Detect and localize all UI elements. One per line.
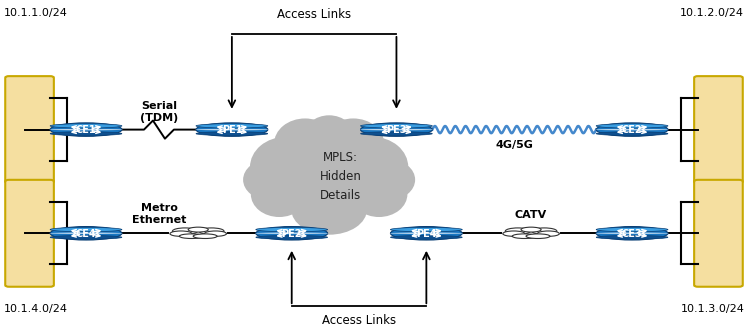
Text: Serial
(TDM): Serial (TDM): [140, 100, 179, 123]
Text: CE4: CE4: [76, 229, 96, 239]
Ellipse shape: [336, 137, 408, 197]
FancyBboxPatch shape: [5, 180, 54, 287]
Ellipse shape: [196, 132, 268, 135]
FancyBboxPatch shape: [694, 76, 743, 183]
Ellipse shape: [193, 234, 217, 238]
Ellipse shape: [596, 226, 668, 240]
Ellipse shape: [506, 228, 530, 234]
Text: PE1: PE1: [221, 125, 242, 135]
Text: CE3: CE3: [622, 229, 643, 239]
Ellipse shape: [390, 233, 463, 234]
Ellipse shape: [596, 236, 668, 239]
FancyBboxPatch shape: [5, 76, 54, 183]
Ellipse shape: [196, 124, 268, 128]
Ellipse shape: [195, 129, 269, 130]
Ellipse shape: [50, 124, 122, 128]
Ellipse shape: [304, 115, 355, 159]
Ellipse shape: [514, 229, 548, 238]
Ellipse shape: [196, 123, 268, 136]
Ellipse shape: [274, 119, 336, 169]
Text: Access Links: Access Links: [322, 314, 396, 324]
Ellipse shape: [595, 129, 669, 130]
Ellipse shape: [364, 159, 415, 200]
Text: PE3: PE3: [386, 125, 407, 135]
Ellipse shape: [521, 227, 541, 232]
Text: 10.1.3.0/24: 10.1.3.0/24: [681, 305, 744, 314]
Ellipse shape: [503, 231, 525, 236]
Ellipse shape: [256, 227, 328, 232]
Text: PE2: PE2: [281, 229, 302, 239]
Ellipse shape: [512, 234, 536, 238]
Ellipse shape: [256, 236, 328, 239]
Ellipse shape: [50, 236, 122, 239]
Ellipse shape: [595, 233, 669, 234]
Ellipse shape: [170, 231, 192, 236]
Ellipse shape: [596, 227, 668, 232]
Ellipse shape: [250, 137, 322, 197]
Ellipse shape: [596, 123, 668, 136]
Ellipse shape: [526, 234, 550, 238]
FancyBboxPatch shape: [694, 180, 743, 287]
Ellipse shape: [50, 226, 122, 240]
Ellipse shape: [243, 159, 295, 200]
Text: CE2: CE2: [622, 125, 643, 135]
Text: MPLS:
Hidden
Details: MPLS: Hidden Details: [319, 151, 361, 202]
Ellipse shape: [180, 234, 203, 238]
Ellipse shape: [181, 229, 215, 238]
Ellipse shape: [49, 129, 123, 130]
Ellipse shape: [291, 184, 367, 235]
Text: CE1: CE1: [76, 125, 96, 135]
Ellipse shape: [390, 227, 462, 232]
Text: 4G/5G: 4G/5G: [496, 140, 533, 150]
Text: Access Links: Access Links: [277, 8, 352, 21]
Ellipse shape: [199, 228, 224, 234]
Text: CATV: CATV: [515, 211, 548, 220]
Ellipse shape: [251, 171, 307, 217]
Ellipse shape: [282, 137, 376, 216]
Ellipse shape: [255, 233, 328, 234]
Text: 10.1.4.0/24: 10.1.4.0/24: [4, 305, 68, 314]
Ellipse shape: [361, 124, 432, 128]
Ellipse shape: [256, 226, 328, 240]
Ellipse shape: [532, 228, 557, 234]
Text: Metro
Ethernet: Metro Ethernet: [132, 202, 186, 225]
Ellipse shape: [361, 123, 432, 136]
Ellipse shape: [596, 124, 668, 128]
Ellipse shape: [390, 236, 462, 239]
Ellipse shape: [360, 129, 433, 130]
Ellipse shape: [50, 227, 122, 232]
Ellipse shape: [596, 132, 668, 135]
Ellipse shape: [390, 226, 462, 240]
Ellipse shape: [322, 119, 384, 169]
Text: 10.1.2.0/24: 10.1.2.0/24: [680, 8, 744, 18]
Text: PE4: PE4: [416, 229, 437, 239]
Ellipse shape: [173, 228, 197, 234]
Ellipse shape: [537, 231, 560, 236]
Ellipse shape: [361, 132, 432, 135]
Ellipse shape: [49, 233, 123, 234]
Ellipse shape: [204, 231, 227, 236]
Ellipse shape: [188, 227, 208, 232]
Ellipse shape: [351, 171, 408, 217]
Ellipse shape: [50, 132, 122, 135]
Ellipse shape: [50, 123, 122, 136]
Text: 10.1.1.0/24: 10.1.1.0/24: [4, 8, 67, 18]
